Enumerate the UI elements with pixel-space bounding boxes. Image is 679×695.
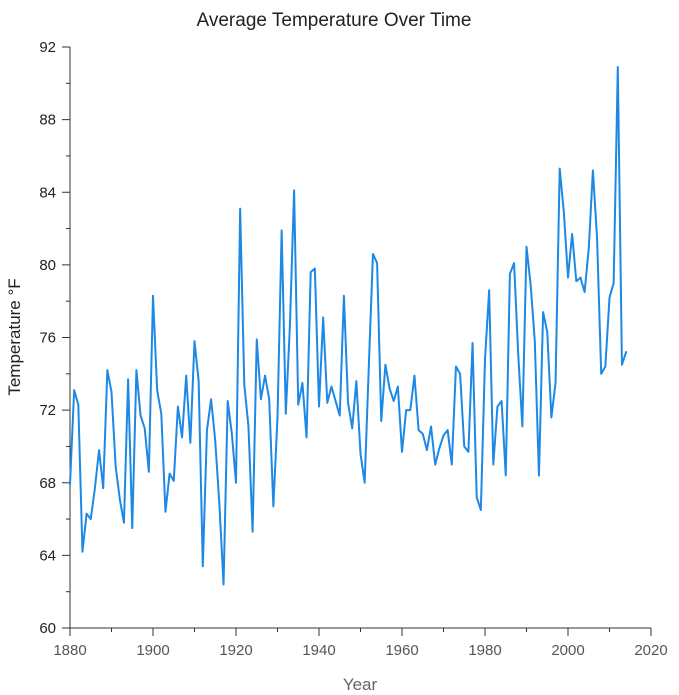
x-axis-label: Year xyxy=(343,675,378,694)
x-tick-label: 1940 xyxy=(302,642,335,659)
y-tick-label: 80 xyxy=(39,257,56,274)
y-tick-label: 72 xyxy=(39,402,56,419)
y-tick-label: 68 xyxy=(39,475,56,492)
tick-labels: 60 64 68 72 76 80 84 88 92 1880 1900 1920 1940 1960 19… xyxy=(39,39,667,659)
x-tick-label: 2000 xyxy=(551,642,584,659)
x-tick-label: 1900 xyxy=(136,642,169,659)
x-tick-label: 2020 xyxy=(634,642,667,659)
x-tick-label: 1880 xyxy=(53,642,86,659)
y-axis-label: Temperature °F xyxy=(5,278,24,395)
y-tick-label: 84 xyxy=(39,184,56,201)
tick-marks xyxy=(62,46,652,636)
y-tick-label: 88 xyxy=(39,112,56,129)
x-tick-label: 1960 xyxy=(385,642,418,659)
series-layer xyxy=(69,65,628,586)
temperature-series-line xyxy=(69,65,628,586)
y-tick-label: 92 xyxy=(39,39,56,56)
x-tick-label: 1980 xyxy=(468,642,501,659)
y-tick-label: 76 xyxy=(39,330,56,347)
chart-title: Average Temperature Over Time xyxy=(197,10,472,31)
y-tick-label: 64 xyxy=(39,547,56,564)
x-tick-label: 1920 xyxy=(219,642,252,659)
axes xyxy=(69,47,651,629)
y-tick-label: 60 xyxy=(39,620,56,637)
